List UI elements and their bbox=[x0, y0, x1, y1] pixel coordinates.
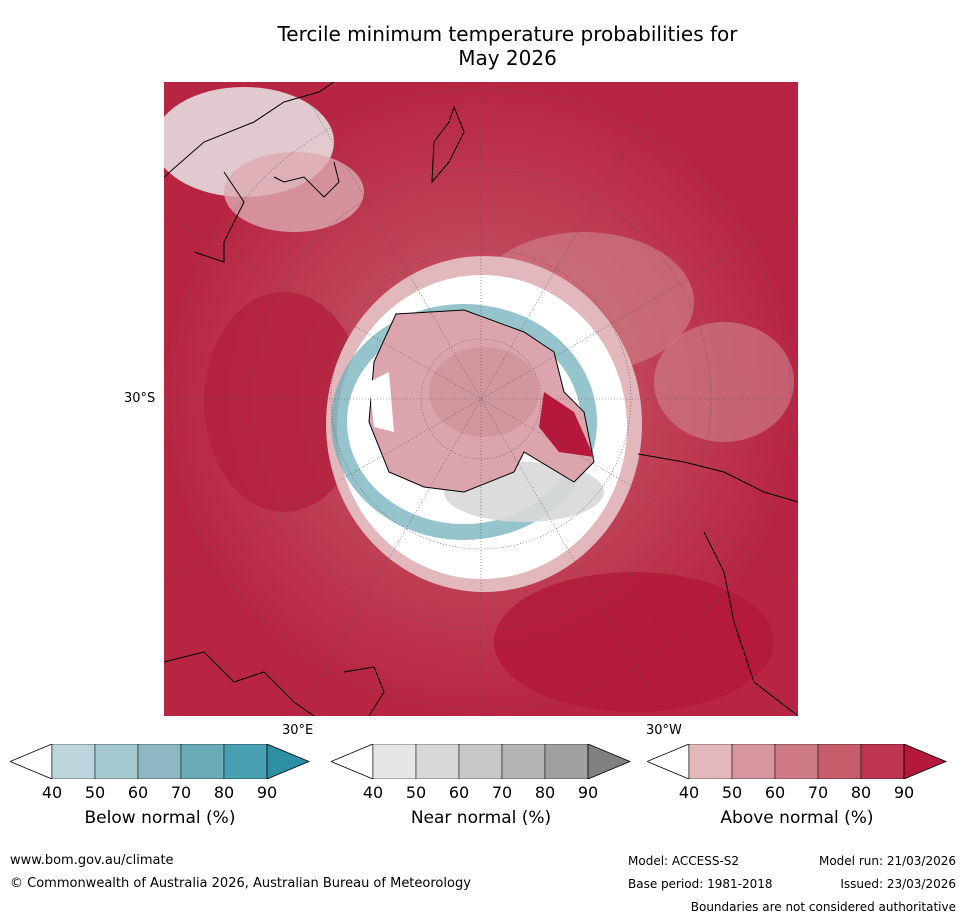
title-line-1: Tercile minimum temperature probabilitie… bbox=[277, 22, 738, 46]
above-patch-dark-south bbox=[494, 572, 774, 712]
colorbar-segment bbox=[458, 744, 503, 779]
colorbar-tick-label: 80 bbox=[213, 783, 235, 802]
colorbar-segment bbox=[860, 744, 905, 779]
colorbar-segment bbox=[817, 744, 862, 779]
colorbar-tick-label: 40 bbox=[362, 783, 384, 802]
colorbar-tick-label: 90 bbox=[577, 783, 599, 802]
colorbar-segment bbox=[372, 744, 417, 779]
colorbar-tick-label: 60 bbox=[127, 783, 149, 802]
title-line-2: May 2026 bbox=[458, 46, 557, 70]
colorbar-segment bbox=[223, 744, 268, 779]
colorbar-left-extend bbox=[10, 744, 53, 779]
colorbar-tick-label: 90 bbox=[256, 783, 278, 802]
footer-base-period: Base period: 1981-2018 bbox=[628, 877, 773, 891]
australia-coast bbox=[164, 82, 335, 178]
antarctic-white-patch bbox=[369, 372, 394, 432]
lat-label-30s: 30°S bbox=[124, 391, 156, 406]
footer-model: Model: ACCESS-S2 bbox=[628, 854, 740, 868]
footer-copyright: © Commonwealth of Australia 2026, Austra… bbox=[10, 876, 471, 891]
colorbar-segment bbox=[688, 744, 733, 779]
south-america-coast bbox=[703, 531, 798, 716]
colorbar-below-normal bbox=[10, 744, 310, 779]
colorbar-right-extend bbox=[587, 744, 631, 779]
africa-coast bbox=[164, 651, 315, 716]
lon-label-30e: 30°E bbox=[282, 723, 314, 738]
colorbar-below-svg bbox=[10, 744, 310, 779]
colorbar-label-below: Below normal (%) bbox=[84, 808, 236, 828]
colorbar-left-extend bbox=[647, 744, 690, 779]
map-svg bbox=[164, 82, 798, 716]
peninsula-above bbox=[539, 392, 594, 457]
colorbar-tick-label: 80 bbox=[850, 783, 872, 802]
south-america-tip bbox=[637, 453, 798, 503]
colorbar-label-near: Near normal (%) bbox=[410, 808, 552, 828]
meridian-d4 bbox=[164, 215, 798, 583]
footer-boundaries: Boundaries are not considered authoritat… bbox=[690, 900, 956, 914]
colorbar-right-extend bbox=[903, 744, 947, 779]
colorbar-segment bbox=[774, 744, 819, 779]
above-patch-east bbox=[654, 322, 794, 442]
colorbar-tick-label: 70 bbox=[491, 783, 513, 802]
colorbar-segment bbox=[731, 744, 776, 779]
above-patch-dark-west bbox=[204, 292, 364, 512]
colorbar-segment bbox=[501, 744, 546, 779]
colorbar-label-above: Above normal (%) bbox=[720, 808, 874, 828]
colorbar-tick-label: 50 bbox=[84, 783, 106, 802]
madagascar bbox=[343, 666, 385, 716]
colorbar-segment bbox=[51, 744, 96, 779]
colorbar-tick-label: 60 bbox=[764, 783, 786, 802]
footer-website: www.bom.gov.au/climate bbox=[10, 853, 174, 868]
australia-west-coast bbox=[193, 171, 245, 263]
colorbar-tick-label: 70 bbox=[807, 783, 829, 802]
colorbar-right-extend bbox=[266, 744, 310, 779]
polar-probability-map bbox=[164, 82, 798, 716]
colorbar-tick-label: 40 bbox=[41, 783, 63, 802]
lon-label-30w: 30°W bbox=[646, 723, 682, 738]
footer-model-run: Model run: 21/03/2026 bbox=[818, 854, 956, 868]
antarctica-interior bbox=[429, 347, 539, 437]
colorbar-tick-label: 50 bbox=[721, 783, 743, 802]
footer-issued: Issued: 23/03/2026 bbox=[840, 877, 956, 891]
colorbar-tick-label: 40 bbox=[678, 783, 700, 802]
above-patch-light-nw bbox=[224, 152, 364, 232]
colorbar-near-normal bbox=[331, 744, 631, 779]
colorbar-near-svg bbox=[331, 744, 631, 779]
colorbar-tick-label: 90 bbox=[893, 783, 915, 802]
lat-circle-2 bbox=[330, 248, 632, 550]
colorbar-segment bbox=[137, 744, 182, 779]
colorbar-segment bbox=[415, 744, 460, 779]
colorbar-above-normal bbox=[647, 744, 947, 779]
colorbar-segment bbox=[544, 744, 589, 779]
australia-south-coast bbox=[273, 161, 340, 198]
colorbar-tick-label: 70 bbox=[170, 783, 192, 802]
lat-circle-1 bbox=[420, 338, 542, 460]
colorbar-above-svg bbox=[647, 744, 947, 779]
new-zealand bbox=[431, 105, 465, 184]
chart-title: Tercile minimum temperature probabilitie… bbox=[0, 22, 965, 70]
colorbar-tick-label: 80 bbox=[534, 783, 556, 802]
colorbar-left-extend bbox=[331, 744, 374, 779]
colorbar-tick-label: 60 bbox=[448, 783, 470, 802]
colorbar-segment bbox=[180, 744, 225, 779]
colorbar-segment bbox=[94, 744, 139, 779]
colorbar-tick-label: 50 bbox=[405, 783, 427, 802]
